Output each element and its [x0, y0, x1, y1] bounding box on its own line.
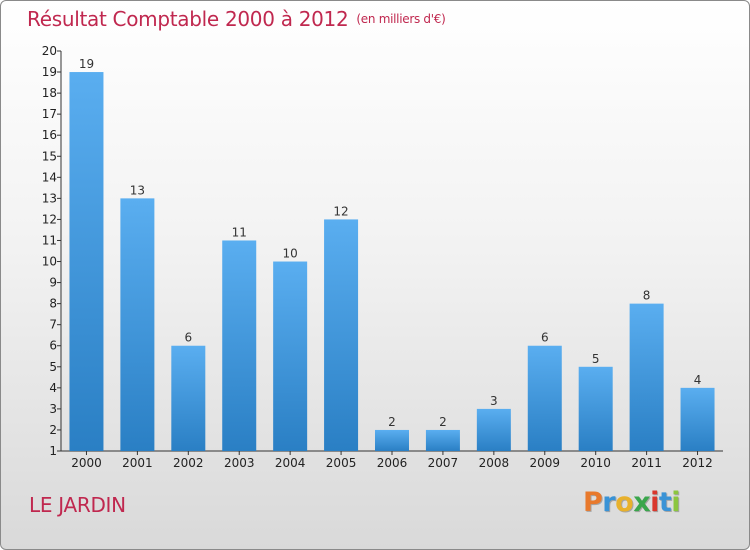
- bar: [324, 219, 359, 451]
- y-tick-label: 3: [49, 402, 57, 416]
- bar: [375, 429, 409, 451]
- bar: [629, 303, 664, 451]
- bar: [273, 261, 308, 451]
- y-tick-label: 14: [42, 170, 57, 184]
- y-tick-label: 7: [49, 318, 57, 332]
- logo-letter: i: [650, 487, 659, 518]
- bar-value-label: 4: [694, 373, 702, 387]
- y-tick-label: 17: [42, 107, 57, 121]
- bar: [69, 72, 104, 451]
- bar-value-label: 13: [130, 183, 145, 197]
- bar-value-label: 8: [643, 289, 651, 303]
- logo-letter: r: [602, 487, 616, 518]
- bar-value-label: 3: [490, 394, 498, 408]
- y-tick-label: 16: [42, 128, 57, 142]
- x-tick-label: 2012: [682, 456, 713, 470]
- x-tick-label: 2005: [326, 456, 357, 470]
- bar-value-label: 6: [541, 331, 549, 345]
- bar: [527, 345, 562, 451]
- bar-value-label: 5: [592, 352, 600, 366]
- chart-title: Résultat Comptable 2000 à 2012 (en millie…: [27, 7, 446, 31]
- bar: [171, 345, 206, 451]
- y-tick-label: 1: [49, 444, 57, 458]
- bar: [425, 429, 460, 451]
- x-tick-label: 2006: [377, 456, 408, 470]
- y-tick-label: 18: [42, 86, 57, 100]
- bar: [476, 408, 511, 451]
- x-tick-label: 2000: [71, 456, 102, 470]
- chart-title-text: Résultat Comptable 2000 à 2012: [27, 7, 349, 31]
- proxiti-logo: Proxiti: [583, 487, 681, 518]
- y-tick-label: 12: [42, 212, 57, 226]
- y-tick-label: 15: [42, 149, 57, 163]
- y-tick-label: 19: [42, 65, 57, 79]
- x-tick-label: 2004: [275, 456, 306, 470]
- y-tick-label: 13: [42, 191, 57, 205]
- commune-name: LE JARDIN: [29, 493, 126, 517]
- x-tick-label: 2002: [173, 456, 204, 470]
- y-tick-label: 9: [49, 276, 57, 290]
- bar-value-label: 11: [232, 225, 247, 239]
- y-tick-label: 2: [49, 423, 57, 437]
- x-tick-label: 2003: [224, 456, 255, 470]
- bar: [222, 240, 257, 451]
- bar-value-label: 10: [283, 247, 298, 261]
- bar: [680, 387, 715, 451]
- x-tick-label: 2009: [529, 456, 560, 470]
- logo-letter: x: [633, 487, 651, 518]
- bar-value-label: 2: [439, 415, 447, 429]
- y-tick-label: 20: [42, 44, 57, 58]
- y-tick-label: 10: [42, 255, 57, 269]
- x-tick-label: 2008: [479, 456, 510, 470]
- bar: [120, 198, 155, 451]
- logo-letter: P: [583, 487, 603, 518]
- bar-value-label: 19: [79, 57, 94, 71]
- y-tick-label: 5: [49, 360, 57, 374]
- logo-letter: i: [671, 487, 681, 518]
- bar-value-label: 2: [388, 415, 396, 429]
- y-tick-label: 6: [49, 339, 57, 353]
- bar-value-label: 12: [333, 204, 348, 218]
- chart-subtitle: (en milliers d'€): [356, 12, 446, 26]
- x-tick-label: 2011: [631, 456, 662, 470]
- bar: [578, 366, 613, 451]
- y-tick-label: 4: [49, 381, 57, 395]
- bar-value-label: 6: [184, 331, 192, 345]
- logo-letter: t: [658, 487, 672, 518]
- y-tick-label: 8: [49, 297, 57, 311]
- logo-letter: o: [615, 487, 634, 518]
- x-tick-label: 2007: [428, 456, 459, 470]
- x-tick-label: 2001: [122, 456, 153, 470]
- y-tick-label: 11: [42, 233, 57, 247]
- x-tick-label: 2010: [580, 456, 611, 470]
